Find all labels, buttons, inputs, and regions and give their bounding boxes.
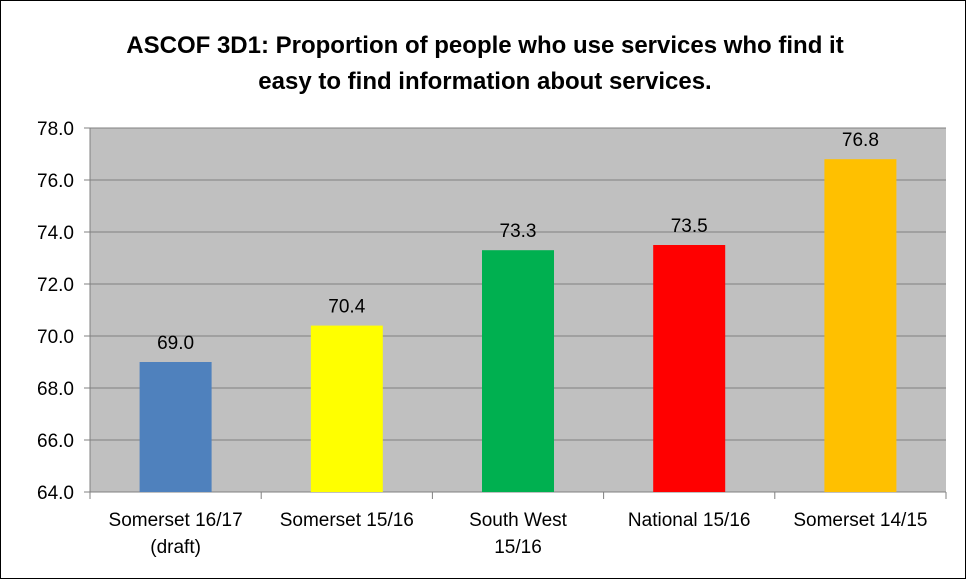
chart-title: ASCOF 3D1: Proportion of people who use … [60, 28, 910, 100]
y-tick-label: 70.0 [37, 327, 74, 348]
bar [824, 159, 897, 492]
data-label: 73.5 [671, 216, 708, 237]
x-tick-label: Somerset 14/15 [793, 510, 927, 531]
chart-title-line-2: easy to find information about services. [258, 68, 712, 95]
data-label: 70.4 [328, 297, 365, 318]
bar [653, 245, 726, 492]
data-label: 76.8 [842, 130, 879, 151]
x-tick-label: National 15/16 [628, 510, 751, 531]
y-tick-label: 68.0 [37, 379, 74, 400]
x-tick-label: Somerset 15/16 [280, 510, 414, 531]
data-label: 73.3 [500, 221, 537, 242]
x-tick-label: (draft) [150, 537, 201, 558]
x-tick-label: 15/16 [494, 537, 542, 558]
bar [310, 325, 383, 492]
y-tick-label: 76.0 [37, 171, 74, 192]
y-tick-label: 74.0 [37, 223, 74, 244]
chart-title-line-1: ASCOF 3D1: Proportion of people who use … [126, 32, 844, 59]
data-label: 69.0 [157, 333, 194, 354]
bar [482, 250, 554, 492]
y-tick-label: 66.0 [37, 431, 74, 452]
y-tick-label: 64.0 [37, 483, 74, 504]
bar [139, 362, 212, 492]
x-tick-label: Somerset 16/17 [109, 510, 243, 531]
y-tick-label: 72.0 [37, 275, 74, 296]
x-tick-label: South West [469, 510, 568, 531]
y-tick-label: 78.0 [37, 119, 74, 140]
